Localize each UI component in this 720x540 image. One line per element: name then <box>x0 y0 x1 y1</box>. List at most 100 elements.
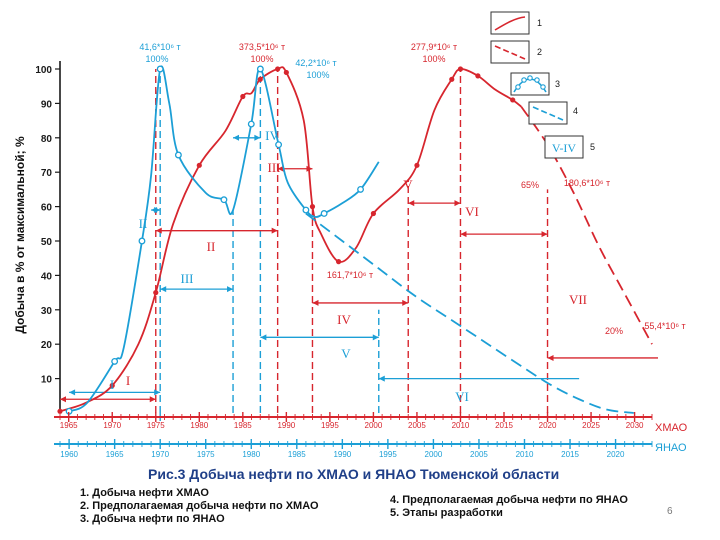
stage-label: VI <box>465 204 479 219</box>
y-axis-ticks: 10 20 30 40 50 60 70 80 90 100 <box>35 61 61 413</box>
data-point <box>138 237 146 245</box>
stage-arrow-iv-yanao-head-left <box>233 134 240 141</box>
stage-arrow-iv-hmao-head-left <box>312 299 319 306</box>
data-point <box>57 408 63 414</box>
y-tick-label: 50 <box>41 237 53 248</box>
legend-box-4 <box>528 101 568 125</box>
stage-label: III <box>268 160 281 175</box>
hmao-axis-tick-label: 2020 <box>539 421 557 430</box>
stage-label: V <box>341 346 351 361</box>
stage-arrow-vii-hmao-head <box>547 354 554 361</box>
y-tick-label: 80 <box>41 134 53 145</box>
legend-box-2 <box>490 40 530 64</box>
y-tick-label: 60 <box>41 203 53 214</box>
legend-swatch-4 <box>532 106 564 121</box>
annotation: 41,6*10⁶ т <box>139 42 180 52</box>
stage-arrow-i-yanao-head-right <box>154 389 161 396</box>
series-line-2 <box>520 106 653 345</box>
data-point <box>457 66 464 72</box>
data-point <box>111 357 119 365</box>
yanao-axis-tick-label: 2010 <box>516 450 534 459</box>
legend-box-3 <box>510 72 550 96</box>
legend-point <box>534 77 540 83</box>
series-line-3 <box>68 65 380 413</box>
note-5: 5. Этапы разработки <box>390 507 503 519</box>
yanao-axis-tick-label: 1975 <box>197 450 215 459</box>
annotation: 100% <box>306 70 329 80</box>
stage-arrow-i-hmao-head-right <box>149 396 156 403</box>
annotation: 65% <box>521 180 539 190</box>
stage-arrow-vi-hmao-head-right <box>541 231 548 238</box>
yanao-axis-tick-label: 1970 <box>151 450 169 459</box>
legend-swatch-1 <box>494 16 526 31</box>
y-tick-label: 30 <box>41 306 53 317</box>
annotation: 20% <box>605 326 623 336</box>
legend-number: 4 <box>573 106 578 116</box>
y-axis-label: Добыча в % от максимальной; % <box>13 136 27 334</box>
stage-arrow-v-yanao-head-right <box>372 334 379 341</box>
time-axes: 1965 1970 1975 1980 1985 1990 1995 2000 2005 2010… <box>54 412 688 459</box>
stage-label: III <box>181 271 194 286</box>
stage-arrow-ii-hmao-head-right <box>271 227 278 234</box>
data-point <box>449 76 455 82</box>
legend-number: 1 <box>537 18 542 28</box>
legend-notes-right: 4. Предполагаемая добыча нефти по ЯНАО 5… <box>390 494 628 520</box>
y-tick-label: 70 <box>41 168 53 179</box>
stage-arrow-vi-yanao-head <box>378 375 385 382</box>
annotation: 373,5*10⁶ т <box>239 42 285 52</box>
stage-label: II <box>207 239 216 254</box>
data-point <box>309 204 316 210</box>
data-point <box>109 382 115 389</box>
stage-arrow-ii-yanao-head-right <box>154 207 161 214</box>
legend: 1 2 3 4 V-IV 5 <box>490 11 595 159</box>
annotation: 277,9*10⁶ т <box>411 42 457 52</box>
yanao-axis-label: ЯНАО <box>655 442 687 454</box>
data-point <box>414 162 420 168</box>
yanao-axis-tick-label: 2005 <box>470 450 488 459</box>
stage-arrow-v-yanao-head-left <box>260 334 267 341</box>
stage-label: II <box>139 216 148 231</box>
data-point <box>320 210 328 217</box>
stage-arrow-vi-hmao-head-left <box>460 231 467 238</box>
data-point <box>302 206 310 214</box>
stage-label: VII <box>569 292 587 307</box>
y-tick-label: 10 <box>41 375 53 386</box>
note-4: 4. Предполагаемая добыча нефти по ЯНАО <box>390 494 628 506</box>
data-point <box>357 185 365 193</box>
series-line-4 <box>305 212 634 414</box>
stage-label: IV <box>337 312 351 327</box>
legend-point <box>527 75 533 81</box>
hmao-axis-tick-label: 2005 <box>408 421 426 430</box>
stage-arrow-v-hmao-head-right <box>454 200 461 207</box>
data-point <box>196 162 202 168</box>
legend-point <box>540 84 546 90</box>
data-point <box>257 76 263 82</box>
hmao-axis-tick-label: 2025 <box>582 421 600 430</box>
hmao-axis-tick-label: 1975 <box>147 421 165 430</box>
data-point <box>275 141 283 149</box>
data-point <box>240 93 246 100</box>
hmao-axis-tick-label: 2010 <box>452 421 470 430</box>
y-tick-label: 100 <box>35 65 52 76</box>
hmao-axis-tick-label: 2015 <box>495 421 513 430</box>
legend-stage-sample: V-IV <box>552 141 577 155</box>
stage-arrow-i-hmao-head-left <box>60 396 66 403</box>
annotation: 42,2*10⁶ т <box>295 58 336 68</box>
stage-label: VI <box>455 389 469 404</box>
note-1: 1. Добыча нефти ХМАО <box>80 487 209 499</box>
hmao-axis-label: ХМАО <box>655 422 688 434</box>
annotation: 55,4*10⁶ т <box>644 321 685 331</box>
legend-box-1 <box>490 11 530 35</box>
stage-arrow-iv-yanao-head-right <box>254 134 261 141</box>
hmao-axis-tick-label: 1965 <box>60 421 78 430</box>
hmao-axis-tick-label: 1990 <box>277 421 295 430</box>
data-point <box>475 73 481 79</box>
data-point <box>335 259 342 265</box>
data-point <box>256 65 264 73</box>
y-tick-label: 20 <box>41 340 53 351</box>
stage-label: I <box>110 377 114 392</box>
yanao-axis-tick-label: 2020 <box>607 450 625 459</box>
note-2: 2. Предполагаемая добыча нефти по ХМАО <box>80 500 319 512</box>
hmao-axis-tick-label: 2000 <box>365 421 383 430</box>
